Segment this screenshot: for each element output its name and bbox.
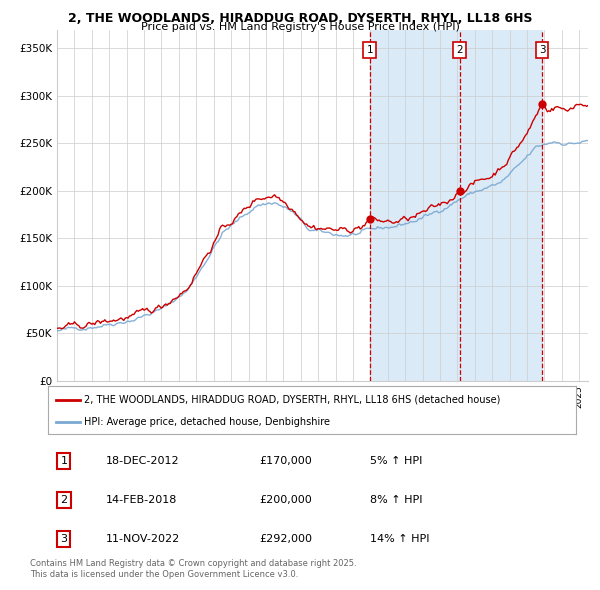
Bar <box>460 30 542 381</box>
Text: 1: 1 <box>61 456 67 466</box>
Text: 2: 2 <box>456 45 463 55</box>
Text: 3: 3 <box>539 45 545 55</box>
Text: 5% ↑ HPI: 5% ↑ HPI <box>370 456 422 466</box>
Text: £292,000: £292,000 <box>259 534 312 543</box>
Text: 2, THE WOODLANDS, HIRADDUG ROAD, DYSERTH, RHYL, LL18 6HS: 2, THE WOODLANDS, HIRADDUG ROAD, DYSERTH… <box>68 12 532 25</box>
Text: £170,000: £170,000 <box>259 456 312 466</box>
Text: Price paid vs. HM Land Registry's House Price Index (HPI): Price paid vs. HM Land Registry's House … <box>140 22 460 32</box>
Text: 18-DEC-2012: 18-DEC-2012 <box>106 456 180 466</box>
Text: 11-NOV-2022: 11-NOV-2022 <box>106 534 181 543</box>
Text: 1: 1 <box>367 45 373 55</box>
Text: HPI: Average price, detached house, Denbighshire: HPI: Average price, detached house, Denb… <box>84 417 330 427</box>
Text: £200,000: £200,000 <box>259 495 312 504</box>
Bar <box>370 30 460 381</box>
Text: 2, THE WOODLANDS, HIRADDUG ROAD, DYSERTH, RHYL, LL18 6HS (detached house): 2, THE WOODLANDS, HIRADDUG ROAD, DYSERTH… <box>84 395 500 405</box>
Text: 14-FEB-2018: 14-FEB-2018 <box>106 495 178 504</box>
Text: 2: 2 <box>60 495 67 504</box>
Text: 14% ↑ HPI: 14% ↑ HPI <box>370 534 430 543</box>
Text: 8% ↑ HPI: 8% ↑ HPI <box>370 495 422 504</box>
Text: Contains HM Land Registry data © Crown copyright and database right 2025.
This d: Contains HM Land Registry data © Crown c… <box>30 559 356 579</box>
Text: 3: 3 <box>61 534 67 543</box>
